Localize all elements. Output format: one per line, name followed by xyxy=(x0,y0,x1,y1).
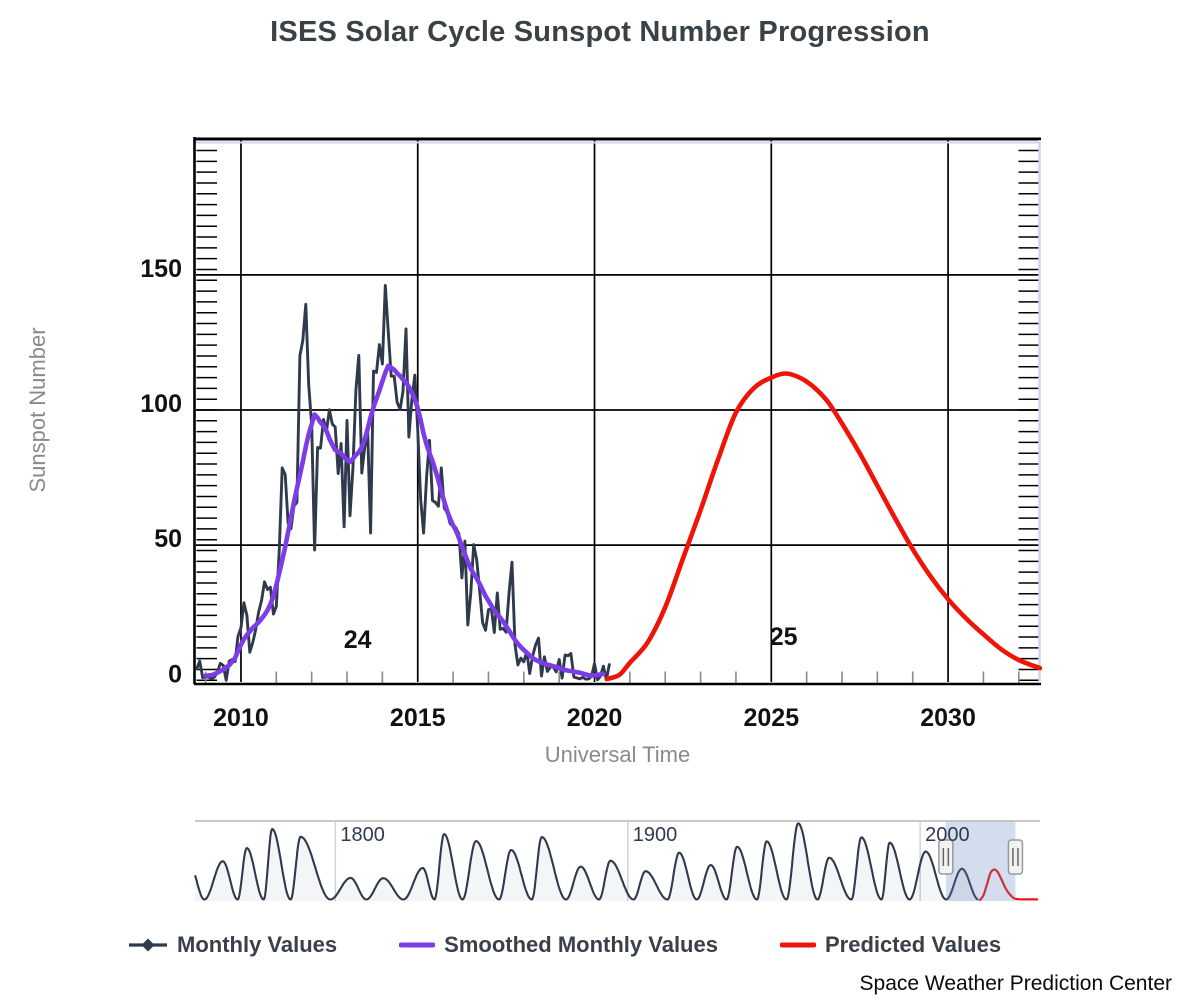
x-tick-label: 2025 xyxy=(743,704,799,732)
monthly-series-marker-icon xyxy=(129,938,167,952)
y-minor-ticks xyxy=(196,138,1039,682)
legend-label-monthly: Monthly Values xyxy=(177,932,338,957)
cycle-annotation: 24 xyxy=(344,626,372,654)
axis-tick-labels: 0 50 100 150 2010 2015 2020 2025 2030 xyxy=(140,255,976,732)
navigator-selection[interactable] xyxy=(945,821,1016,902)
navigator-tick-label: 1900 xyxy=(633,824,678,846)
credit-text: Space Weather Prediction Center xyxy=(859,972,1172,995)
x-axis-title: Universal Time xyxy=(544,742,691,767)
smoothed-series-marker-icon xyxy=(399,942,436,948)
handle-grip-body[interactable] xyxy=(938,839,954,875)
legend: Monthly Values Smoothed Monthly Values P… xyxy=(128,932,1001,958)
legend-diamond-icon xyxy=(141,938,155,952)
x-tick-label: 2020 xyxy=(567,704,623,732)
predicted-series-marker-icon xyxy=(779,942,816,948)
legend-item-monthly[interactable]: Monthly Values xyxy=(128,932,337,958)
legend-item-predicted[interactable]: Predicted Values xyxy=(779,932,1002,958)
x-tick-label: 2015 xyxy=(390,704,446,732)
navigator-handle-right[interactable] xyxy=(1007,839,1024,875)
smoothed-series-line[interactable] xyxy=(203,363,606,678)
navigator-handle-left[interactable] xyxy=(938,839,954,875)
plot-frame xyxy=(193,137,1041,686)
y-tick-label: 150 xyxy=(140,255,182,283)
y-tick-label: 50 xyxy=(154,525,182,553)
x-minor-ticks xyxy=(204,671,1020,683)
navigator-history-line xyxy=(193,822,979,901)
legend-label-predicted: Predicted Values xyxy=(824,932,1002,957)
legend-label-smoothed: Smoothed Monthly Values xyxy=(444,932,718,957)
cycle-annotation: 25 xyxy=(770,623,798,651)
y-tick-label: 0 xyxy=(168,660,182,688)
x-tick-label: 2010 xyxy=(213,704,269,732)
navigator-tick-label: 1800 xyxy=(340,824,385,846)
y-tick-label: 100 xyxy=(140,390,182,418)
predicted-series-line[interactable] xyxy=(604,371,1043,682)
navigator: 1800 1900 2000 xyxy=(193,820,1040,902)
navigator-predicted-line xyxy=(978,868,1039,901)
handle-grip-body[interactable] xyxy=(1007,839,1024,875)
main-gridlines xyxy=(196,140,1039,682)
legend-item-smoothed[interactable]: Smoothed Monthly Values xyxy=(399,932,718,958)
main-plot: 0 50 100 150 2010 2015 2020 2025 2030 24 25 xyxy=(140,137,1043,732)
navigator-tick-label: 2000 xyxy=(925,824,970,846)
x-tick-label: 2030 xyxy=(920,704,976,732)
chart-title: ISES Solar Cycle Sunspot Number Progress… xyxy=(270,16,930,48)
